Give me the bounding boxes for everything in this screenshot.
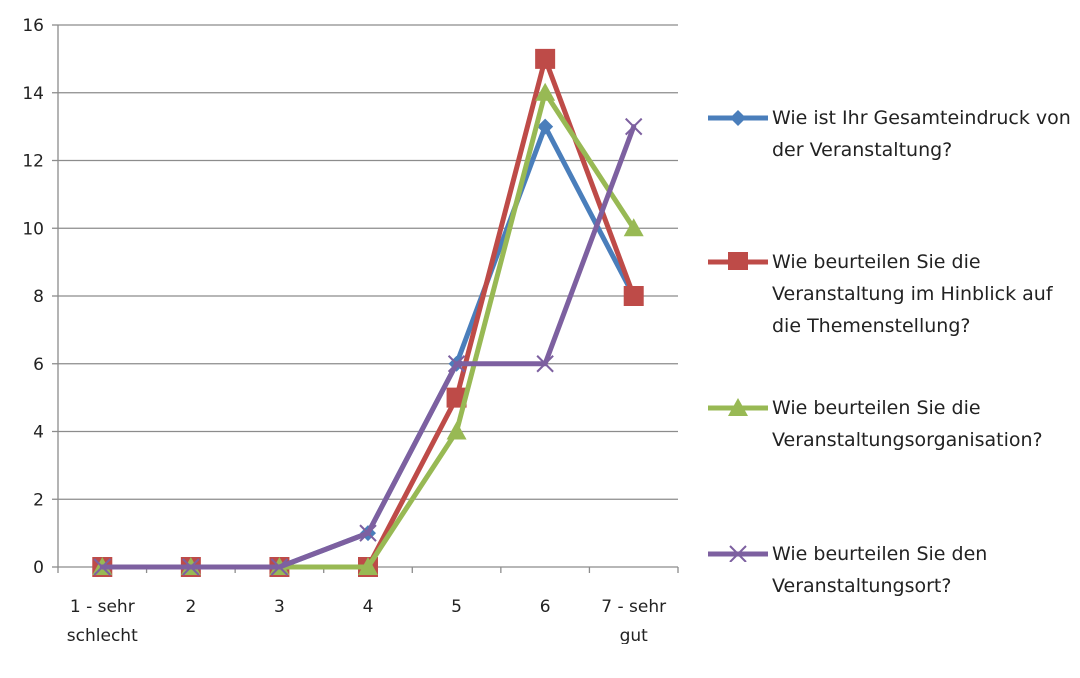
- legend-label: Wie beurteilen Sie die Veranstaltung im …: [772, 251, 1053, 337]
- data-point: [447, 355, 466, 373]
- legend-item: Wie beurteilen Sie die Veranstaltung im …: [706, 240, 1076, 386]
- legend-swatch: [708, 110, 768, 126]
- data-point: [270, 558, 289, 576]
- y-axis-ticks: 0 2 4 6 8 10 12 14 16: [22, 16, 58, 578]
- y-tick-label: 14: [22, 84, 44, 104]
- data-point: [535, 48, 556, 69]
- data-point: [182, 558, 200, 576]
- series-line: [99, 90, 637, 570]
- legend-swatch: [708, 398, 768, 416]
- legend-marker: [730, 110, 746, 126]
- data-point: [536, 355, 554, 373]
- y-tick-label: 2: [33, 490, 44, 510]
- data-point: [623, 218, 644, 237]
- data-point: [358, 557, 378, 575]
- x-tick-label: 2: [185, 597, 196, 617]
- y-tick-label: 0: [33, 558, 44, 578]
- data-point: [446, 421, 467, 440]
- series-2: [92, 48, 644, 577]
- series-1: [94, 118, 642, 575]
- y-tick-label: 10: [22, 219, 44, 239]
- y-tick-label: 4: [33, 423, 44, 443]
- gridlines: [58, 24, 678, 500]
- legend-marker: [728, 252, 748, 270]
- legend-marker: [728, 398, 748, 416]
- series-line: [99, 124, 637, 570]
- data-point: [535, 82, 556, 101]
- y-tick-label: 6: [33, 355, 44, 375]
- y-tick-label: 12: [22, 152, 44, 172]
- y-tick-label: 16: [22, 16, 44, 36]
- legend-swatch: [708, 252, 768, 270]
- legend: Wie ist Ihr Gesamteindruck von der Veran…: [706, 96, 1076, 678]
- legend-item: Wie beurteilen Sie den Veranstaltungsort…: [706, 532, 1076, 678]
- legend-label: Wie ist Ihr Gesamteindruck von der Veran…: [772, 107, 1071, 161]
- x-tick-label: 5: [451, 597, 462, 617]
- x-axis-ticks: 1 - sehr schlecht 2 3 4 5 6 7 - sehr gut: [57, 567, 679, 644]
- line-chart: 0 2 4 6 8 10 12 14 16 1 - sehr schlecht 2 3 4 5 6 7 - s…: [22, 16, 679, 644]
- x-tick-label: 3: [274, 597, 285, 617]
- legend-marker: [729, 545, 747, 562]
- data-point: [623, 286, 644, 306]
- y-tick-label: 8: [33, 287, 44, 307]
- data-point: [359, 524, 377, 542]
- data-point: [93, 558, 111, 576]
- x-tick-label: 1 - sehr schlecht: [67, 597, 138, 644]
- legend-item: Wie beurteilen Sie die Veranstaltungsorg…: [706, 386, 1076, 532]
- data-series: [92, 48, 644, 577]
- legend-label: Wie beurteilen Sie den Veranstaltungsort…: [772, 543, 988, 597]
- data-point: [537, 118, 554, 135]
- legend-item: Wie ist Ihr Gesamteindruck von der Veran…: [706, 96, 1076, 240]
- x-tick-label: 4: [363, 597, 374, 617]
- data-point: [625, 117, 643, 136]
- legend-swatch: [708, 545, 768, 562]
- series-4: [93, 117, 643, 576]
- series-line: [99, 56, 637, 570]
- x-tick-label: 6: [540, 597, 551, 617]
- x-tick-label: 7 - sehr gut: [601, 597, 666, 644]
- legend-label: Wie beurteilen Sie die Veranstaltungsorg…: [772, 397, 1043, 451]
